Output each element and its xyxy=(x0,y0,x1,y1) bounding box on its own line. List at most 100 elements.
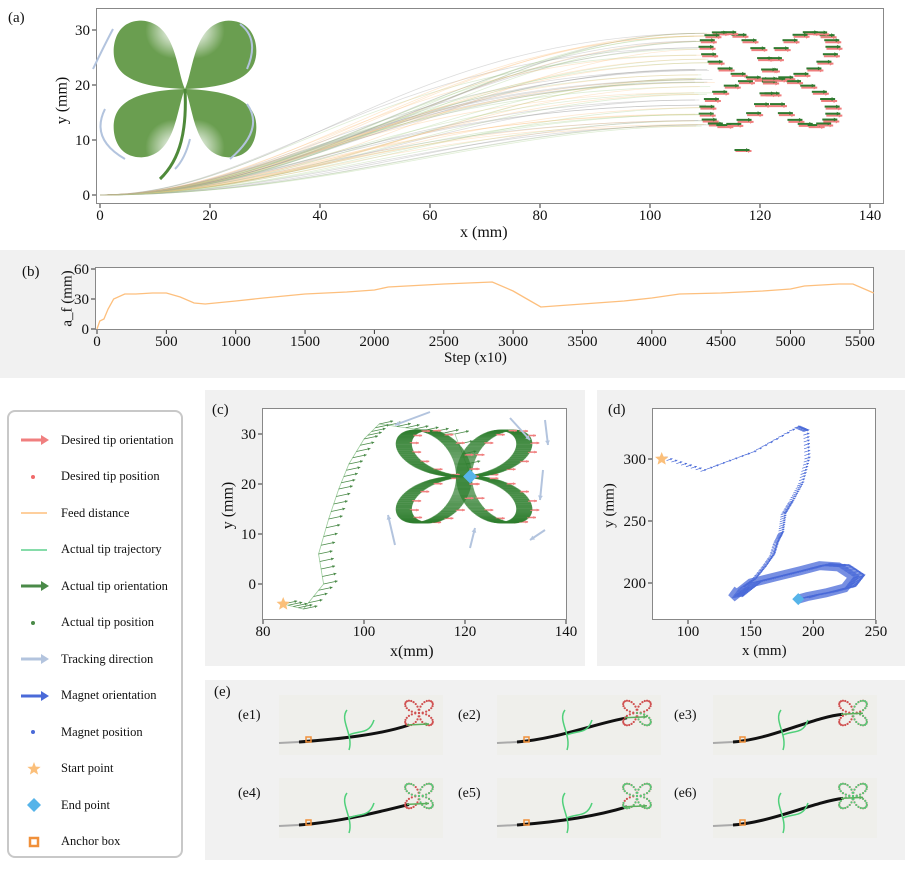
magnet-orientation-arrow-head xyxy=(774,548,777,551)
actual-tip-position-dot xyxy=(647,723,650,726)
desired-tip-orientation-arrow-head xyxy=(450,516,454,520)
desired-tip-orientation-arrow-head xyxy=(829,123,834,128)
actual-tip-orientation-arrow-head xyxy=(425,722,429,727)
actual-tip-orientation-arrow-head xyxy=(359,460,363,463)
magnet-orientation-arrow-head xyxy=(674,459,678,462)
actual-tip-orientation-arrow-head xyxy=(710,104,715,109)
actual-tip-position-dot xyxy=(865,803,868,806)
axis-a-x-tick-label: 20 xyxy=(203,208,218,224)
legend-item: Desired tip position xyxy=(17,467,160,487)
feed-trajectory xyxy=(99,32,707,196)
axis-c-y-tick-label: 0 xyxy=(249,577,257,593)
feed-trajectory xyxy=(99,35,706,196)
feed-trajectory xyxy=(99,35,695,196)
desired-tip-orientation-arrow-head xyxy=(713,40,717,45)
actual-tip-position-dot xyxy=(649,803,652,806)
feed-trajectory xyxy=(99,58,706,196)
anchor-box-marker xyxy=(523,819,530,826)
feed-trajectory xyxy=(99,77,697,196)
axis-a-x-tick-label: 0 xyxy=(96,208,104,224)
desired-tip-orientation-arrow-head xyxy=(775,81,779,86)
photo-label-e3: (e3) xyxy=(674,708,697,723)
actual-tip-orientation-arrow-head xyxy=(299,601,303,605)
actual-tip-position-dot xyxy=(862,807,865,810)
actual-tip-orientation-arrow-head xyxy=(836,104,840,109)
feed-trajectory xyxy=(99,79,713,196)
magnet-orientation-arrow-head xyxy=(807,453,811,456)
magnet-orientation-arrow-head xyxy=(806,429,810,432)
feed-trajectory xyxy=(99,86,700,196)
actual-tip-position-dot xyxy=(636,712,638,714)
actual-tip-position-dot xyxy=(637,718,640,721)
actual-tip-orientation-arrow-head xyxy=(329,550,333,553)
magnet-orientation-arrow-head xyxy=(854,585,857,588)
feed-trajectory xyxy=(99,113,714,196)
magnet-orientation-arrow-head xyxy=(670,458,673,461)
actual-tip-position-dot xyxy=(423,784,426,787)
feed-trajectory xyxy=(99,40,696,196)
tracking-direction-arrow-head xyxy=(525,435,530,440)
actual-tip-orientation-arrow-head xyxy=(745,148,750,152)
axis-b-x-tick-label: 0 xyxy=(93,334,101,350)
desired-tip-orientation-arrow-head xyxy=(825,32,830,37)
actual-tip-orientation-arrow-head xyxy=(334,532,338,536)
actual-tip-position-dot xyxy=(430,790,433,793)
desired-tip-position-dot xyxy=(841,708,845,712)
desired-tip-orientation-arrow-head xyxy=(490,441,494,445)
actual-tip-position-dot xyxy=(425,783,428,785)
magnet-orientation-arrow-head xyxy=(729,459,732,462)
actual-tip-orientation-arrow-head xyxy=(723,89,728,94)
actual-tip-position-dot xyxy=(838,801,841,804)
desired-tip-position-dot xyxy=(405,700,409,703)
actual-tip-orientation-arrow-head xyxy=(811,83,816,88)
actual-tip-orientation-arrow-head xyxy=(789,75,794,80)
actual-tip-position-dot xyxy=(865,720,868,723)
desired-tip-position-dot xyxy=(431,702,434,706)
actual-tip-position-dot xyxy=(418,795,420,797)
anchor-box-marker xyxy=(739,736,746,743)
actual-tip-orientation-arrow-head xyxy=(831,97,836,101)
panel-label-d: (d) xyxy=(608,402,626,418)
desired-tip-orientation-arrow-head xyxy=(476,475,480,478)
desired-tip-position-dot xyxy=(407,797,411,801)
actual-tip-position-dot xyxy=(431,803,434,806)
actual-tip-orientation-arrow-head xyxy=(798,117,803,122)
desired-tip-orientation-arrow-head xyxy=(795,40,800,45)
actual-tip-position-dot xyxy=(850,801,853,804)
actual-tip-orientation-arrow-head xyxy=(859,711,863,716)
actual-tip-position-dot xyxy=(634,788,637,791)
desired-tip-orientation-arrow-head xyxy=(536,508,540,512)
desired-tip-position-dot xyxy=(841,714,845,718)
feed-trajectory xyxy=(99,113,696,196)
tracking-direction-arrow xyxy=(229,103,255,160)
axis-b-y-tick-label: 60 xyxy=(74,262,89,278)
actual-tip-position-dot xyxy=(864,799,867,802)
experiment-photo-e2 xyxy=(496,695,661,755)
feed-trajectory xyxy=(99,93,699,196)
catheter-sheath xyxy=(712,741,734,744)
actual-tip-position-dot xyxy=(628,783,631,785)
magnet-orientation-arrow-head xyxy=(801,481,805,484)
magnet-orientation-arrow-head xyxy=(791,499,795,503)
magnet-orientation-arrow-head xyxy=(775,545,778,548)
magnet-orientation-arrow-head xyxy=(784,512,787,515)
magnet-orientation-arrow-head xyxy=(699,467,702,470)
feed-distance-icon xyxy=(21,512,47,514)
legend-item: Feed distance xyxy=(17,503,129,523)
desired-tip-position-dot xyxy=(628,713,631,716)
actual-tip-position-dot xyxy=(406,783,409,786)
actual-tip-position-dot xyxy=(851,798,854,801)
axis-a-y-tick-label: 20 xyxy=(75,78,90,94)
actual-tip-orientation-arrow-head xyxy=(785,46,789,51)
magnet-orientation-arrow-head xyxy=(689,464,692,467)
actual-tip-position-dot xyxy=(865,786,868,789)
desired-tip-position-dot xyxy=(649,704,652,708)
desired-tip-orientation-arrow-head xyxy=(791,113,795,118)
actual-tip-position-dot xyxy=(625,807,628,810)
actual-tip-position-dot xyxy=(865,703,868,706)
actual-tip-position-dot xyxy=(862,792,865,795)
actual-tip-orientation-arrow xyxy=(624,805,648,808)
desired-tip-orientation-arrow-head xyxy=(714,54,719,59)
actual-tip-orientation-arrow-head xyxy=(425,801,429,806)
desired-tip-orientation-arrow-head xyxy=(767,104,772,109)
